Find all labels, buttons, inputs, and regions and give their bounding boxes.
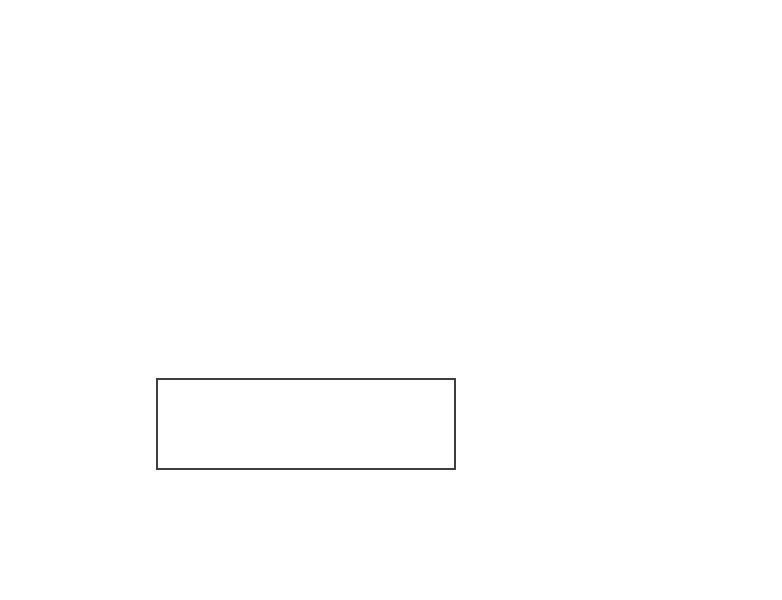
x-axis-label: [140, 551, 782, 591]
legend-box: [156, 378, 456, 470]
y-axis-label: [14, 249, 58, 252]
